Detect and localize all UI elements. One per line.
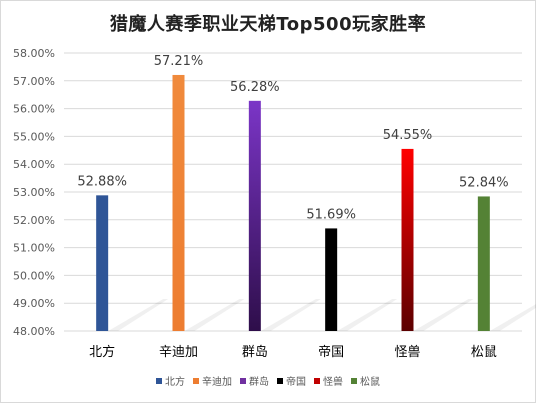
legend-item: 辛迪加 (193, 373, 232, 388)
y-tick-label: 53.00% (13, 186, 55, 199)
y-tick-label: 54.00% (13, 158, 55, 171)
x-category-label: 松鼠 (471, 345, 497, 360)
bar-shadow (108, 299, 169, 331)
data-label: 54.55% (383, 128, 433, 143)
legend-item: 帝国 (277, 373, 306, 388)
bar-shadow (413, 299, 474, 331)
y-tick-label: 49.00% (13, 297, 55, 310)
x-category-label: 怪兽 (394, 345, 420, 360)
legend-label: 松鼠 (360, 377, 380, 388)
bar-shadow (260, 299, 321, 331)
y-tick-label: 55.00% (13, 130, 55, 143)
legend-swatch (314, 377, 320, 384)
legend-label: 辛迪加 (202, 377, 232, 388)
legend-label: 北方 (165, 377, 185, 388)
legend-item: 群岛 (240, 373, 269, 388)
bar-6 (477, 196, 490, 331)
data-label: 57.21% (154, 54, 204, 69)
data-label: 56.28% (230, 80, 280, 95)
bar-2 (172, 74, 185, 331)
data-label: 52.84% (459, 175, 509, 190)
bar-4 (325, 228, 338, 331)
legend-item: 怪兽 (314, 373, 343, 388)
legend-swatch (277, 377, 283, 384)
y-tick-label: 56.00% (13, 103, 55, 116)
y-tick-label: 48.00% (13, 325, 55, 338)
legend: 北方 辛迪加 群岛 帝国 怪兽 松鼠 (0, 373, 536, 388)
bar-1 (96, 195, 109, 331)
bar-shadow (184, 299, 245, 331)
bar-shadow (337, 299, 398, 331)
x-category-label: 辛迪加 (159, 345, 198, 360)
legend-label: 群岛 (249, 377, 269, 388)
y-tick-label: 52.00% (13, 214, 55, 227)
y-tick-label: 57.00% (13, 75, 55, 88)
legend-swatch (351, 377, 357, 384)
x-category-label: 帝国 (318, 344, 344, 360)
legend-label: 帝国 (286, 377, 306, 388)
bar-3 (248, 100, 261, 331)
x-category-label: 北方 (89, 344, 115, 360)
data-label: 51.69% (306, 207, 356, 222)
y-tick-label: 58.00% (13, 47, 55, 60)
legend-item: 北方 (156, 373, 185, 388)
legend-swatch (193, 377, 199, 384)
legend-item: 松鼠 (351, 373, 380, 388)
legend-label: 怪兽 (323, 377, 343, 388)
legend-swatch (156, 377, 162, 384)
chart-title: 猎魔人赛季职业天梯Top500玩家胜率 (109, 14, 427, 35)
bar-5 (401, 148, 414, 331)
bar-shadow (489, 304, 536, 331)
x-category-label: 群岛 (242, 344, 268, 360)
y-tick-label: 51.00% (13, 242, 55, 255)
legend-swatch (240, 377, 246, 384)
y-tick-label: 50.00% (13, 269, 55, 282)
data-label: 52.88% (77, 174, 127, 189)
